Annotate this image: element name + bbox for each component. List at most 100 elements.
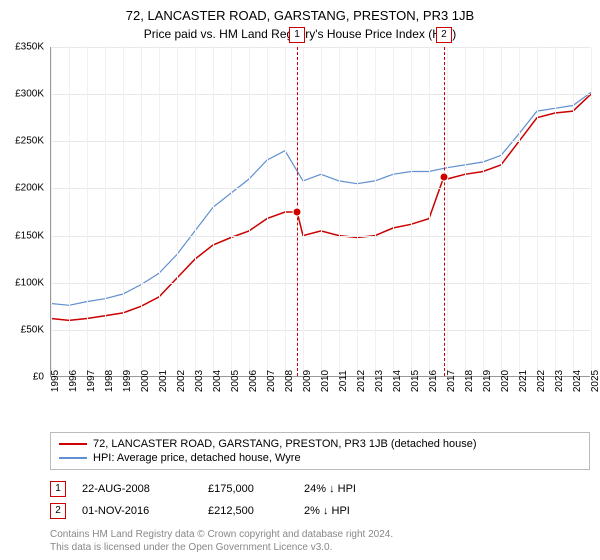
- gridline-vertical: [105, 47, 106, 376]
- x-axis-label: 1995: [50, 370, 61, 392]
- sale-rows: 1 22-AUG-2008 £175,000 24% ↓ HPI 2 01-NOV-201…: [50, 478, 590, 522]
- x-axis-label: 2012: [356, 370, 367, 392]
- x-axis-label: 2005: [230, 370, 241, 392]
- footer: Contains HM Land Registry data © Crown c…: [50, 528, 590, 554]
- x-axis-label: 1997: [86, 370, 97, 392]
- sale-marker-point: [439, 172, 448, 181]
- sale-marker-badge: 2: [436, 27, 452, 43]
- x-axis-label: 1999: [122, 370, 133, 392]
- gridline-vertical: [303, 47, 304, 376]
- x-axis-label: 2022: [536, 370, 547, 392]
- chart-title: 72, LANCASTER ROAD, GARSTANG, PRESTON, P…: [0, 0, 600, 23]
- gridline-vertical: [195, 47, 196, 376]
- y-axis-label: £300K: [15, 89, 44, 100]
- y-axis-label: £350K: [15, 42, 44, 53]
- x-axis-label: 2007: [266, 370, 277, 392]
- gridline-vertical: [213, 47, 214, 376]
- x-axis-label: 2002: [176, 370, 187, 392]
- x-axis-label: 2020: [500, 370, 511, 392]
- gridline-vertical: [177, 47, 178, 376]
- x-axis-label: 2019: [482, 370, 493, 392]
- gridline-vertical: [231, 47, 232, 376]
- x-axis-label: 2010: [320, 370, 331, 392]
- y-axis-label: £100K: [15, 277, 44, 288]
- sale-badge: 2: [50, 503, 66, 519]
- gridline-vertical: [339, 47, 340, 376]
- sale-marker-badge: 1: [289, 27, 305, 43]
- gridline-vertical: [411, 47, 412, 376]
- legend-box: 72, LANCASTER ROAD, GARSTANG, PRESTON, P…: [50, 432, 590, 470]
- gridline-vertical: [123, 47, 124, 376]
- gridline-vertical: [87, 47, 88, 376]
- x-axis-label: 2006: [248, 370, 259, 392]
- x-axis-label: 2025: [590, 370, 600, 392]
- x-axis-label: 2017: [446, 370, 457, 392]
- sale-price: £212,500: [208, 505, 288, 517]
- gridline-vertical: [465, 47, 466, 376]
- x-axis-label: 2000: [140, 370, 151, 392]
- sale-delta: 2% ↓ HPI: [304, 505, 404, 517]
- sale-delta: 24% ↓ HPI: [304, 483, 404, 495]
- gridline-vertical: [573, 47, 574, 376]
- sale-marker-line: [444, 47, 445, 376]
- gridline-vertical: [447, 47, 448, 376]
- x-axis-label: 1998: [104, 370, 115, 392]
- y-axis-label: £150K: [15, 230, 44, 241]
- legend-label: 72, LANCASTER ROAD, GARSTANG, PRESTON, P…: [93, 438, 477, 450]
- gridline-vertical: [321, 47, 322, 376]
- gridline-vertical: [483, 47, 484, 376]
- chart-container: 72, LANCASTER ROAD, GARSTANG, PRESTON, P…: [0, 0, 600, 560]
- gridline-vertical: [537, 47, 538, 376]
- x-axis-label: 2023: [554, 370, 565, 392]
- legend-swatch: [59, 443, 87, 445]
- x-axis-label: 2016: [428, 370, 439, 392]
- gridline-vertical: [555, 47, 556, 376]
- legend-row: 72, LANCASTER ROAD, GARSTANG, PRESTON, P…: [59, 437, 581, 451]
- gridline-vertical: [249, 47, 250, 376]
- gridline-vertical: [591, 47, 592, 376]
- sale-badge: 1: [50, 481, 66, 497]
- gridline-vertical: [519, 47, 520, 376]
- x-axis-label: 2009: [302, 370, 313, 392]
- x-axis-label: 2011: [338, 370, 349, 392]
- footer-line-1: Contains HM Land Registry data © Crown c…: [50, 528, 590, 541]
- gridline-vertical: [393, 47, 394, 376]
- gridline-vertical: [267, 47, 268, 376]
- gridline-vertical: [159, 47, 160, 376]
- y-axis-label: £50K: [21, 324, 44, 335]
- y-axis-label: £250K: [15, 136, 44, 147]
- sale-row: 2 01-NOV-2016 £212,500 2% ↓ HPI: [50, 500, 590, 522]
- sale-price: £175,000: [208, 483, 288, 495]
- legend: 72, LANCASTER ROAD, GARSTANG, PRESTON, P…: [50, 432, 590, 554]
- x-axis-label: 2001: [158, 370, 169, 392]
- plot-area: 12: [50, 47, 590, 377]
- y-axis-label: £0: [33, 372, 44, 383]
- x-axis-label: 2003: [194, 370, 205, 392]
- x-axis-label: 2004: [212, 370, 223, 392]
- footer-line-2: This data is licensed under the Open Gov…: [50, 541, 590, 554]
- y-axis-label: £200K: [15, 183, 44, 194]
- x-axis-label: 1996: [68, 370, 79, 392]
- sale-date: 22-AUG-2008: [82, 483, 192, 495]
- gridline-vertical: [501, 47, 502, 376]
- legend-label: HPI: Average price, detached house, Wyre: [93, 452, 301, 464]
- x-axis-label: 2024: [572, 370, 583, 392]
- legend-row: HPI: Average price, detached house, Wyre: [59, 451, 581, 465]
- sale-row: 1 22-AUG-2008 £175,000 24% ↓ HPI: [50, 478, 590, 500]
- gridline-vertical: [51, 47, 52, 376]
- x-axis-label: 2021: [518, 370, 529, 392]
- x-axis-label: 2014: [392, 370, 403, 392]
- gridline-vertical: [375, 47, 376, 376]
- x-axis-label: 2018: [464, 370, 475, 392]
- sale-marker-point: [293, 208, 302, 217]
- x-axis-label: 2008: [284, 370, 295, 392]
- gridline-vertical: [357, 47, 358, 376]
- gridline-vertical: [429, 47, 430, 376]
- x-axis-label: 2015: [410, 370, 421, 392]
- chart-area: 12 £0£50K£100K£150K£200K£250K£300K£350K1…: [50, 47, 590, 417]
- gridline-vertical: [141, 47, 142, 376]
- sale-date: 01-NOV-2016: [82, 505, 192, 517]
- x-axis-label: 2013: [374, 370, 385, 392]
- gridline-vertical: [69, 47, 70, 376]
- legend-swatch: [59, 457, 87, 459]
